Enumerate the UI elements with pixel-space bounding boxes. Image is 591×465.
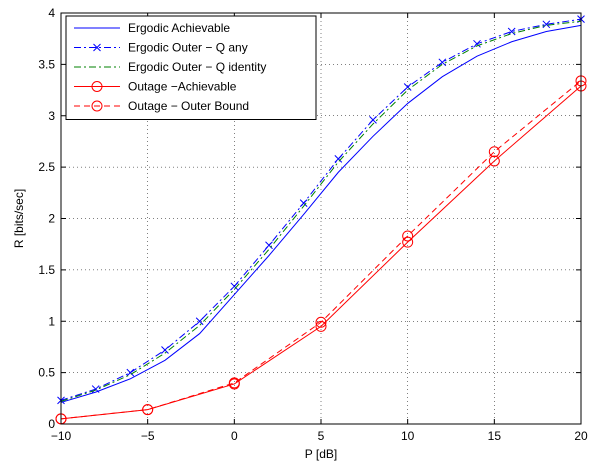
data-point-circle [402, 230, 414, 242]
x-tick-label: 0 [231, 429, 238, 443]
data-point-circle [488, 155, 500, 167]
data-point-circle [402, 236, 414, 248]
data-point-circle [228, 377, 240, 389]
series-line [60, 80, 582, 420]
y-tick-label: 4 [48, 6, 55, 20]
data-point-x [195, 317, 204, 326]
data-point-x [161, 346, 169, 354]
data-point-x [230, 282, 239, 291]
legend-entry: Outage − Outer Bound [74, 99, 249, 113]
legend-label: Ergodic Outer − Q any [128, 41, 248, 55]
legend-box [65, 15, 317, 120]
ticks: −10 −5 0 5 10 15 20 0 0.5 1 1.5 2 2.5 3 3.5 4 [38, 6, 588, 443]
data-point-circle [488, 146, 500, 158]
series-3 [60, 20, 582, 402]
data-point-circle [315, 316, 327, 328]
legend-label: Ergodic Achievable [128, 21, 230, 35]
series-line [60, 18, 582, 401]
data-point-circle [91, 81, 103, 92]
data-point-x [299, 199, 308, 207]
y-tick-label: 0.5 [38, 366, 55, 380]
data-point-x [473, 39, 481, 48]
x-tick-label: 10 [401, 429, 415, 443]
series-1 [60, 24, 582, 403]
data-point-x [542, 20, 551, 29]
legend-label: Ergodic Outer − Q identity [128, 60, 266, 74]
x-tick-label: −10 [51, 429, 72, 443]
x-tick-label: 20 [574, 429, 588, 443]
data-point-x [265, 241, 273, 250]
data-point-circle [91, 100, 103, 112]
x-tick-label: 15 [488, 429, 502, 443]
data-point-circle [315, 320, 327, 332]
legend-entry: Ergodic Achievable [74, 21, 230, 35]
x-tick-label: −5 [141, 429, 155, 443]
data-point-x [126, 368, 135, 377]
y-tick-label: 2 [48, 212, 55, 226]
y-tick-label: 1.5 [38, 263, 55, 277]
data-point-x [369, 116, 377, 124]
legend: Ergodic Achievable Ergodic Outer − Q any E… [65, 15, 317, 120]
series-line [60, 20, 582, 402]
data-point-x [93, 43, 101, 52]
y-tick-label: 3.5 [38, 57, 55, 71]
y-tick-label: 0 [48, 417, 55, 431]
series-line [60, 24, 582, 403]
series-line [60, 85, 582, 420]
data-point-x [438, 58, 447, 67]
x-tick-label: 5 [318, 429, 325, 443]
legend-entry: Ergodic Outer − Q identity [74, 60, 266, 74]
data-point-x [334, 155, 343, 163]
y-axis-label: R [bits/sec] [12, 189, 26, 248]
data-point-x [403, 83, 412, 91]
legend-label: Outage − Outer Bound [128, 99, 249, 113]
y-tick-label: 3 [48, 109, 55, 123]
series-layer [55, 15, 587, 425]
y-tick-label: 1 [48, 314, 55, 328]
legend-label: Outage −Achievable [128, 80, 237, 94]
data-point-circle [142, 404, 154, 416]
x-axis-label: P [dB] [305, 447, 337, 461]
data-point-x [507, 27, 516, 36]
data-point-x [91, 385, 100, 393]
legend-entry: Ergodic Outer − Q any [74, 41, 248, 55]
legend-entry: Outage −Achievable [74, 80, 237, 94]
y-tick-label: 2.5 [38, 160, 55, 174]
